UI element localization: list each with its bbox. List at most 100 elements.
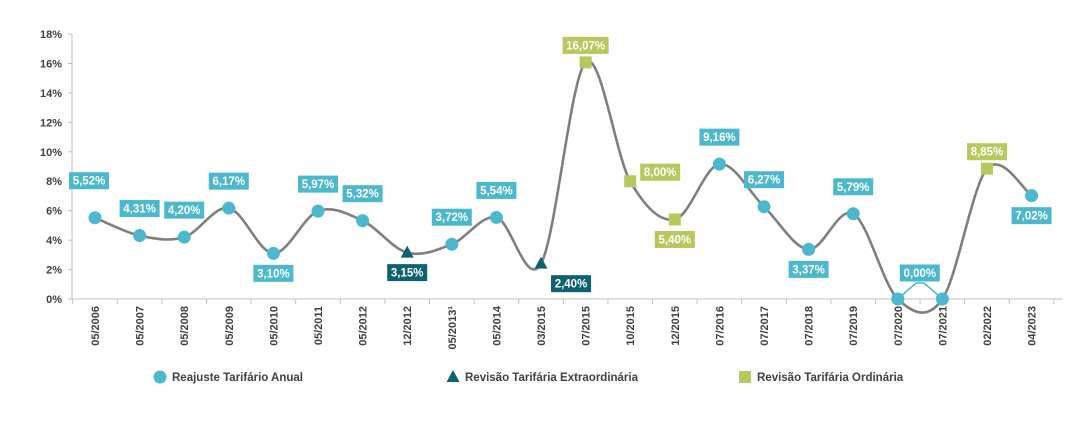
- data-point: [133, 229, 147, 243]
- legend-label: Reajuste Tarifário Anual: [172, 372, 303, 384]
- data-label-box: [164, 201, 205, 219]
- legend: Reajuste Tarifário Anual Revisão Tarifári…: [153, 370, 904, 384]
- x-tick-label: 07/2017: [759, 306, 771, 346]
- x-tick-label: 05/2008: [179, 306, 191, 346]
- data-label-text: 6,27%: [748, 175, 781, 187]
- x-tick-label: 05/2009: [224, 306, 236, 346]
- data-label: 5,97%: [298, 175, 338, 193]
- data-label-text: 8,85%: [971, 147, 1004, 159]
- data-label-text: 5,32%: [346, 189, 379, 201]
- callout-line: [897, 282, 943, 300]
- data-label-box: [562, 36, 609, 54]
- data-point: [579, 56, 592, 69]
- data-point: [489, 210, 503, 224]
- data-label: 6,17%: [208, 172, 249, 190]
- data-point: [311, 204, 325, 218]
- data-label-text: 4,20%: [168, 205, 201, 217]
- data-label-box: [342, 185, 383, 203]
- x-tick-label: 07/2015: [581, 306, 593, 346]
- data-label-box: [253, 264, 294, 282]
- data-label-box: [788, 260, 829, 278]
- x-tick-label: 07/2018: [804, 306, 816, 346]
- data-point: [668, 213, 681, 226]
- data-label: 5,79%: [833, 178, 874, 196]
- x-tick-label: 12/2015: [670, 306, 682, 346]
- data-label-text: 8,00%: [644, 167, 677, 179]
- data-label-box: [967, 143, 1007, 161]
- data-point: [266, 246, 280, 260]
- data-label: 5,40%: [654, 231, 695, 248]
- data-point: [981, 162, 993, 175]
- legend-triangle-icon: [446, 370, 460, 382]
- data-label: 2,40%: [551, 275, 591, 293]
- x-tick-label: 07/2021: [937, 306, 949, 346]
- data-label-box: [208, 172, 249, 190]
- y-tick-label: 12%: [40, 117, 62, 129]
- x-tick-label: 10/2015: [625, 306, 637, 346]
- data-label-text: 0,00%: [903, 268, 936, 280]
- data-point: [712, 157, 726, 171]
- x-tick-label: 07/2020: [893, 306, 905, 346]
- data-label-text: 2,40%: [555, 279, 588, 291]
- data-label: 0,00%: [899, 264, 940, 282]
- data-label-text: 9,16%: [703, 132, 736, 144]
- data-label: 5,54%: [476, 181, 517, 199]
- x-tick-label: 07/2016: [714, 306, 726, 346]
- data-label-text: 7,02%: [1015, 211, 1048, 223]
- data-point: [757, 200, 771, 214]
- data-label: 3,10%: [253, 264, 294, 282]
- legend-item-ordinaria: Revisão Tarifária Ordinária: [739, 371, 904, 384]
- legend-circle-icon: [153, 370, 167, 384]
- data-label: 16,07%: [562, 36, 609, 54]
- y-tick-label: 18%: [40, 29, 62, 41]
- data-point: [624, 175, 637, 188]
- data-point: [1025, 189, 1039, 203]
- data-markers: [88, 56, 1039, 306]
- axes: 0% 2% 4% 6% 8% 10% 12% 14% 16% 18% 05/2006 05/2007 0…: [40, 29, 1062, 349]
- data-point: [802, 242, 816, 256]
- data-label: 3,72%: [431, 208, 472, 226]
- legend-item-anual: Reajuste Tarifário Anual: [153, 370, 303, 384]
- data-point: [846, 207, 860, 221]
- legend-square-icon: [739, 371, 751, 383]
- y-tick-label: 6%: [46, 206, 62, 218]
- data-label: 5,32%: [342, 185, 383, 203]
- data-label-text: 5,79%: [837, 182, 870, 194]
- x-tick-label: 12/2012: [402, 306, 414, 346]
- data-label-box: [1011, 207, 1052, 225]
- data-label: 6,27%: [744, 171, 784, 189]
- data-label-text: 3,15%: [391, 268, 424, 280]
- data-label-text: 3,72%: [435, 212, 468, 224]
- x-tick-label: 05/2010: [268, 306, 280, 346]
- y-tick-label: 14%: [40, 88, 62, 100]
- data-label-text: 5,52%: [73, 176, 106, 188]
- data-label: 3,15%: [387, 264, 428, 282]
- data-point: [222, 201, 236, 215]
- data-point: [400, 245, 414, 258]
- data-label: 3,37%: [788, 260, 829, 278]
- data-point: [534, 256, 548, 269]
- data-label-text: 5,40%: [658, 235, 691, 247]
- data-label-box: [551, 275, 591, 293]
- x-tick-label: 05/2014: [491, 305, 503, 346]
- y-tick-label: 8%: [46, 176, 62, 188]
- data-point: [88, 211, 102, 225]
- data-label-text: 3,10%: [257, 268, 290, 280]
- data-label-box: [69, 172, 109, 190]
- data-label-text: 6,17%: [212, 176, 245, 188]
- data-label-box: [833, 178, 874, 196]
- y-tick-label: 0%: [46, 294, 62, 306]
- data-label: 8,00%: [640, 163, 681, 181]
- data-label-text: 16,07%: [566, 40, 605, 52]
- x-tick-label: 05/2012: [358, 306, 370, 346]
- data-point: [356, 214, 370, 228]
- data-label-box: [387, 264, 428, 282]
- data-label: 7,02%: [1011, 207, 1052, 225]
- x-tick-label: 05/2007: [135, 306, 147, 346]
- data-label-text: 5,97%: [302, 179, 335, 191]
- x-tick-label: 05/2006: [90, 306, 102, 346]
- y-tick-label: 2%: [46, 265, 62, 277]
- data-label-box: [431, 208, 472, 226]
- data-label: 5,52%: [69, 172, 109, 190]
